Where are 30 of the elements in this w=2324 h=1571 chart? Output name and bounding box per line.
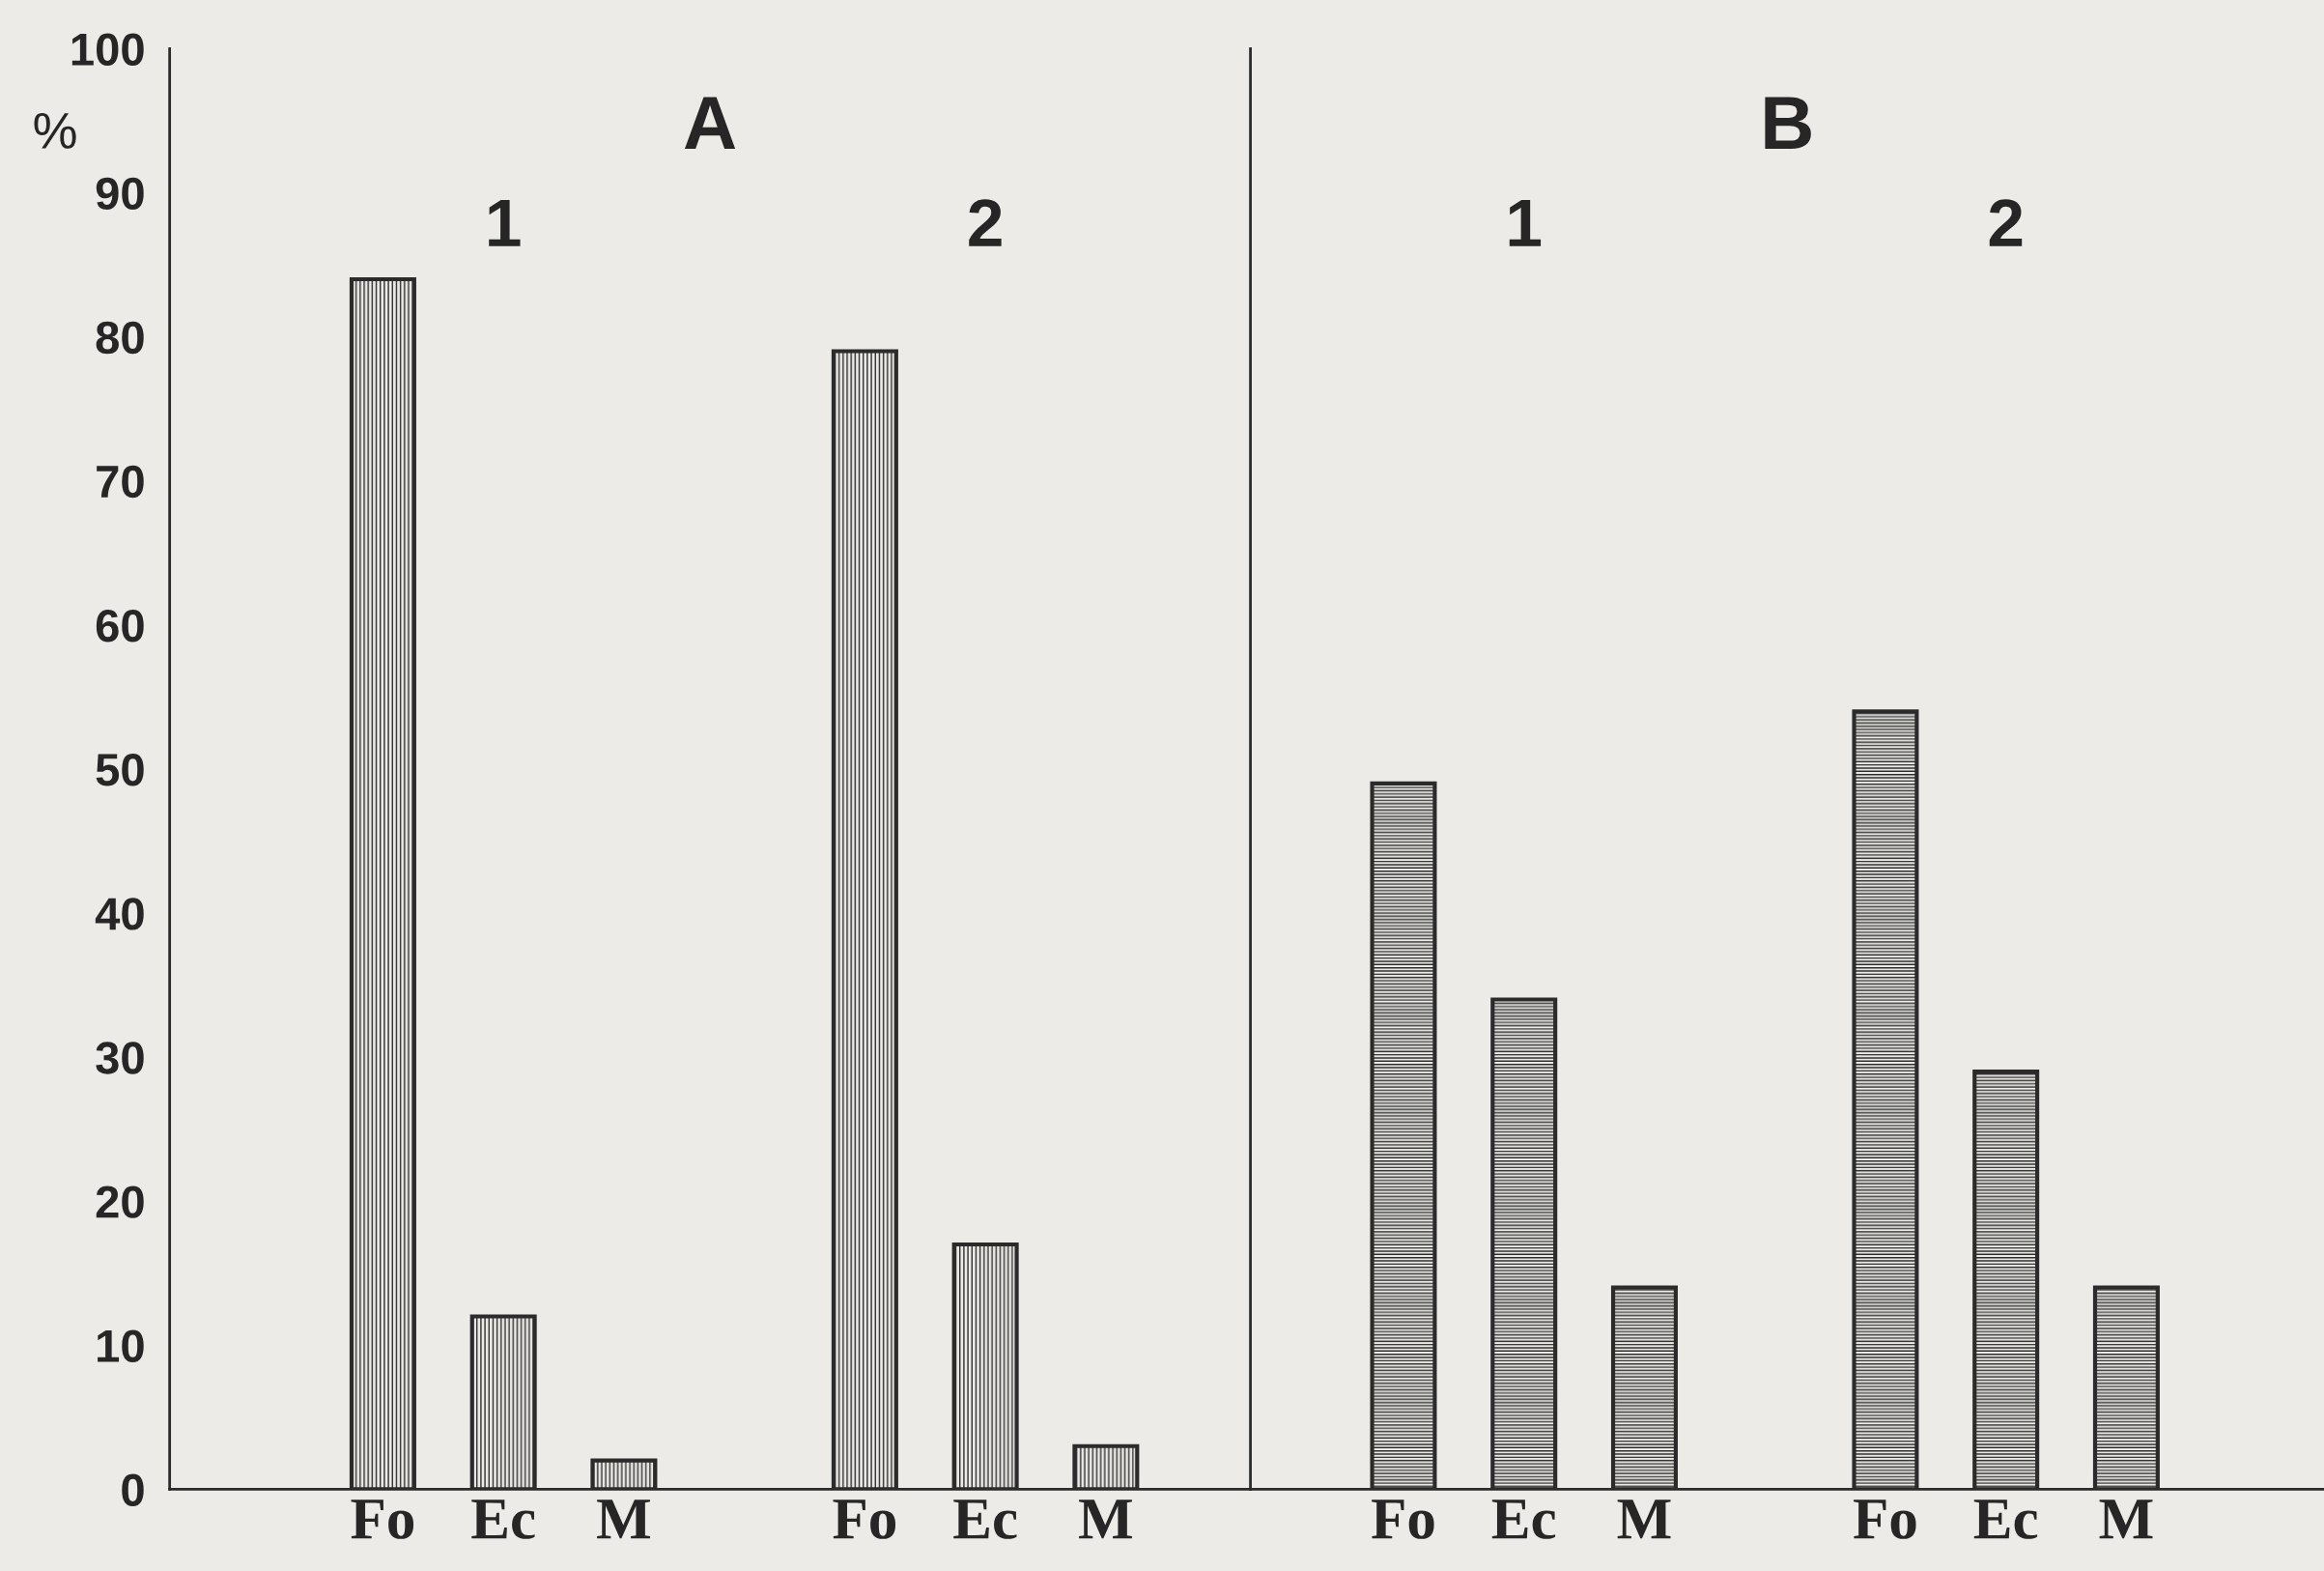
y-tick-label: 20 [96, 1185, 144, 1218]
y-tick-label: 70 [97, 465, 144, 499]
chart-title: B [1765, 97, 1811, 149]
y-tick-label: 90 [96, 177, 144, 211]
x-tick-label: M [1079, 1500, 1132, 1539]
annotation: 2 [1989, 199, 2023, 246]
annotation: 2 [969, 199, 1002, 246]
y-tick-label: 40 [95, 898, 144, 930]
x-tick-label: Fo [833, 1500, 896, 1539]
x-tick-label: Fo [1854, 1500, 1916, 1539]
annotation: 1 [489, 199, 521, 246]
y-tick-label: 30 [96, 1042, 144, 1074]
y-tick-label: 100 [71, 33, 144, 66]
y-tick-label: 0 [122, 1473, 144, 1507]
x-tick-label: Ec [953, 1500, 1017, 1539]
x-tick-label: Ec [471, 1500, 535, 1539]
y-tick-label: 10 [98, 1329, 144, 1362]
y-tick-label: 60 [96, 609, 144, 643]
annotation: 1 [1509, 199, 1542, 246]
chart-title: A [684, 97, 736, 149]
y-tick-label: 80 [96, 321, 144, 355]
x-tick-label: Fo [1372, 1500, 1434, 1539]
x-tick-label: M [1617, 1500, 1671, 1539]
x-tick-label: M [2099, 1500, 2153, 1539]
x-tick-label: M [597, 1500, 650, 1539]
x-tick-label: Ec [1491, 1500, 1556, 1539]
x-tick-label: Ec [1973, 1500, 2038, 1539]
x-tick-label: Fo [351, 1500, 414, 1539]
y-tick-label: 50 [96, 754, 144, 786]
y-axis-title: % [34, 112, 76, 149]
